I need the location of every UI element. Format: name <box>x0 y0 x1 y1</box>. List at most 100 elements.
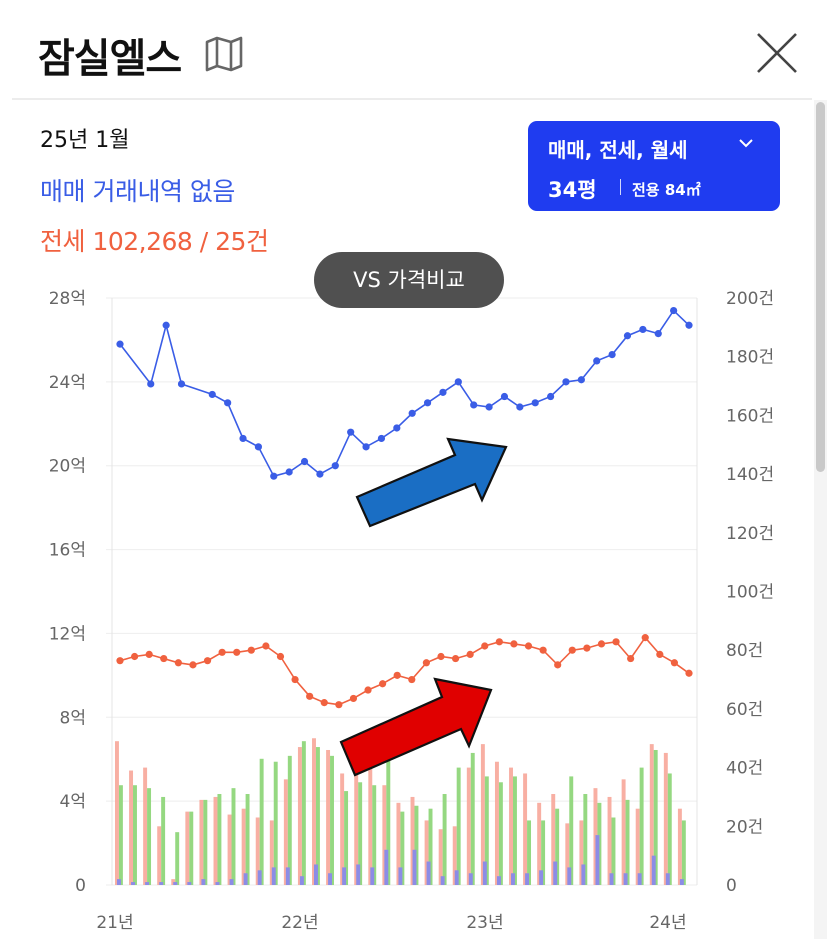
sale-price-point <box>577 376 585 384</box>
rent-volume-bar <box>541 820 546 885</box>
y-right-tick-label: 160건 <box>726 406 774 426</box>
sale-price-point <box>593 357 601 365</box>
y-right-tick-label: 20건 <box>726 817 763 837</box>
trend-arrow-blue <box>355 437 508 528</box>
rent-volume-bar <box>456 767 461 885</box>
jeonse-volume-bar <box>213 796 218 885</box>
sale-price-point <box>177 380 186 388</box>
close-icon[interactable] <box>752 28 802 78</box>
sale-volume-bar <box>215 882 220 885</box>
sale-volume-bar <box>525 873 530 885</box>
sale-volume-bar <box>651 855 656 885</box>
jeonse-volume-bar <box>326 749 331 885</box>
jeonse-volume-bar <box>227 814 232 885</box>
rent-volume-bar <box>287 755 292 885</box>
size-label: 34평 <box>548 178 597 202</box>
rent-volume-bar <box>527 820 532 885</box>
complex-title: 잠실엘스 <box>38 36 182 82</box>
sale-price-point <box>224 399 232 407</box>
jeonse-volume-bar <box>466 767 471 885</box>
jeonse-price-point <box>422 659 430 667</box>
sale-volume-bar <box>370 867 375 885</box>
rent-volume-bar <box>484 776 489 885</box>
rent-volume-bar <box>189 811 194 885</box>
rent-volume-bar <box>231 788 236 885</box>
sale-volume-bar <box>553 861 558 885</box>
sale-price-point <box>347 428 355 436</box>
sale-volume-bar <box>159 882 164 885</box>
jeonse-volume-bar <box>635 808 640 885</box>
rent-volume-bar <box>217 794 222 885</box>
rent-volume-bar <box>118 785 123 885</box>
jeonse-price-line <box>119 636 690 706</box>
sale-volume-bar <box>145 882 150 885</box>
rent-volume-bar <box>161 796 166 885</box>
jeonse-volume-bar <box>199 799 204 885</box>
sale-price-point <box>531 399 539 407</box>
jeonse-volume-bar <box>354 773 359 885</box>
sale-volume-bar <box>398 867 403 885</box>
jeonse-price-point <box>116 657 124 665</box>
header: 잠실엘스 <box>0 0 827 98</box>
rent-volume-bar <box>386 758 391 885</box>
sale-price-point <box>500 392 509 401</box>
sale-volume-bar <box>637 873 642 885</box>
map-icon[interactable] <box>204 36 244 72</box>
sale-price-point <box>208 390 216 399</box>
sale-volume-bar <box>187 882 192 885</box>
sale-price-point <box>454 378 462 386</box>
vs-compare-button[interactable]: VS 가격비교 <box>314 252 504 308</box>
x-tick-label: 21년 <box>96 913 133 933</box>
scrollbar-thumb[interactable] <box>816 102 825 472</box>
jeonse-volume-bar <box>269 820 274 885</box>
sale-price-point <box>116 340 124 348</box>
jeonse-volume-bar <box>565 823 570 885</box>
jeonse-price-point <box>568 646 576 654</box>
jeonse-price-point <box>247 646 255 654</box>
sale-volume-bar <box>482 861 487 885</box>
sale-volume-bar <box>243 873 248 885</box>
jeonse-price-point <box>495 638 503 646</box>
sale-volume-bar <box>426 861 431 885</box>
rent-volume-bar <box>133 785 137 885</box>
y-left-tick-label: 12억 <box>49 624 86 644</box>
sale-volume-bar <box>356 864 361 885</box>
sale-price-point <box>300 457 309 466</box>
jeonse-volume-bar <box>509 767 513 885</box>
trade-filter-button[interactable]: 매매, 전세, 월세 34평 전용 84㎡ <box>528 121 780 211</box>
sale-price-point <box>285 468 293 476</box>
rent-volume-bar <box>681 820 686 885</box>
y-left-tick-label: 0 <box>75 876 86 896</box>
sale-price-point <box>423 399 432 407</box>
rent-volume-bar <box>245 794 250 885</box>
jeonse-volume-bar <box>368 752 373 885</box>
y-left-tick-label: 24억 <box>49 373 86 393</box>
x-tick-label: 23년 <box>466 913 503 933</box>
sale-price-point <box>670 306 678 315</box>
rent-volume-bar <box>330 755 334 885</box>
filter-separator <box>620 179 621 195</box>
rent-volume-bar <box>611 817 616 885</box>
jeonse-volume-bar <box>143 767 148 885</box>
y-left-tick-label: 8억 <box>60 708 86 728</box>
sale-volume-bar <box>116 879 121 885</box>
jeonse-volume-bar <box>424 820 429 885</box>
jeonse-price-point <box>203 657 212 665</box>
sale-volume-bar <box>229 879 234 885</box>
sale-price-point <box>485 403 493 411</box>
jeonse-price-point <box>656 650 664 658</box>
rent-volume-bar <box>273 761 278 885</box>
jeonse-volume-bar <box>382 785 387 885</box>
jeonse-price-point <box>437 652 445 661</box>
jeonse-price-point <box>408 675 416 684</box>
jeonse-volume-bar <box>480 744 485 885</box>
sale-volume-bar <box>496 876 501 885</box>
jeonse-volume-bar <box>241 808 246 885</box>
jeonse-volume-bar <box>607 796 612 885</box>
jeonse-price-point <box>335 701 343 709</box>
rent-volume-bar <box>400 811 405 885</box>
jeonse-price-point <box>160 654 168 663</box>
sale-volume-bar <box>567 867 572 885</box>
jeonse-volume-bar <box>396 802 401 885</box>
sale-volume-bar <box>384 849 389 885</box>
